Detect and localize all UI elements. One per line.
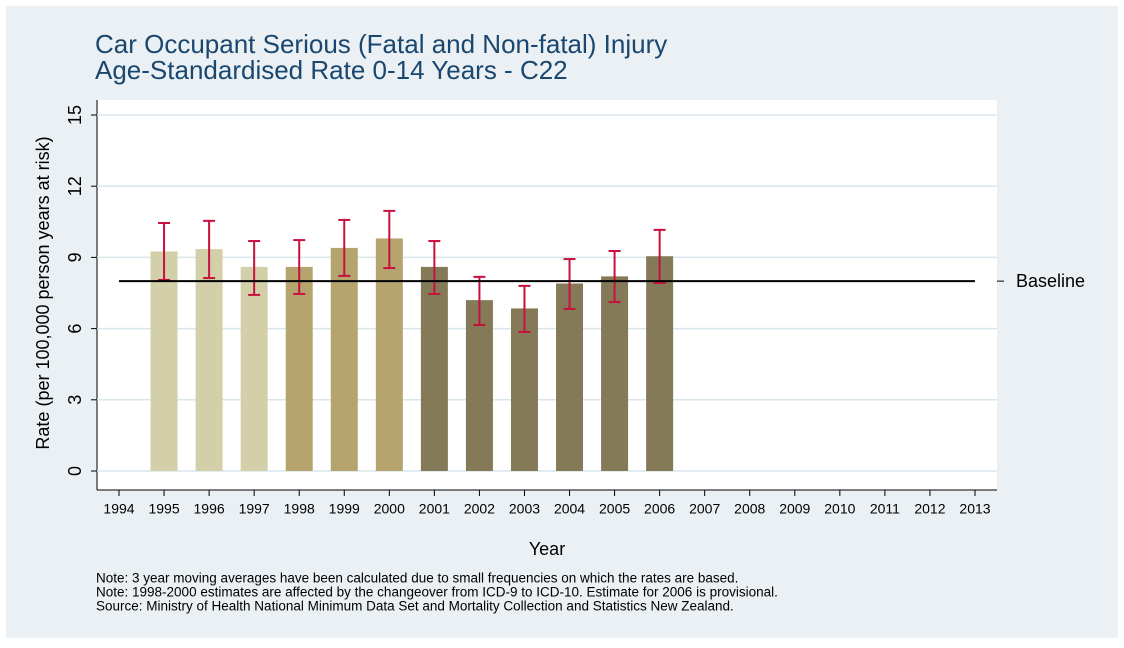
x-tick-label: 2005 bbox=[599, 501, 630, 517]
error-bar bbox=[383, 209, 396, 270]
x-tick-label: 1998 bbox=[284, 501, 315, 517]
note: Source: Ministry of Health National Mini… bbox=[96, 599, 734, 614]
x-tick-label: 2011 bbox=[870, 501, 900, 517]
x-tick-label: 2000 bbox=[374, 501, 405, 517]
baseline-label: Baseline bbox=[1016, 271, 1085, 291]
x-tick-label: 2009 bbox=[779, 501, 810, 517]
bar bbox=[150, 251, 178, 471]
bar bbox=[195, 249, 223, 471]
error-bar bbox=[248, 240, 261, 296]
y-tick-label: 6 bbox=[65, 324, 85, 334]
bar bbox=[285, 266, 313, 471]
bar bbox=[330, 247, 358, 471]
error-bar bbox=[158, 221, 171, 281]
x-tick-label: 1995 bbox=[148, 501, 179, 517]
x-tick-label: 2013 bbox=[959, 501, 990, 517]
chart-title: Car Occupant Serious (Fatal and Non-fata… bbox=[95, 29, 667, 59]
y-tick-label: 9 bbox=[65, 252, 85, 262]
y-tick-label: 0 bbox=[65, 466, 85, 476]
x-tick-label: 2002 bbox=[464, 501, 495, 517]
error-bar bbox=[203, 219, 216, 280]
error-bar bbox=[473, 275, 486, 327]
x-axis-title: Year bbox=[529, 539, 565, 559]
bar bbox=[646, 256, 674, 471]
bar bbox=[375, 238, 403, 471]
x-tick-label: 1996 bbox=[194, 501, 225, 517]
x-tick-label: 2001 bbox=[419, 501, 450, 517]
y-tick-label: 15 bbox=[65, 105, 85, 125]
x-tick-label: 2006 bbox=[644, 501, 675, 517]
x-tick-label: 2008 bbox=[734, 501, 765, 517]
x-tick-label: 2004 bbox=[554, 501, 585, 517]
bar bbox=[465, 300, 493, 471]
note: Note: 3 year moving averages have been c… bbox=[96, 571, 738, 586]
x-tick-label: 1997 bbox=[239, 501, 270, 517]
x-tick-label: 1994 bbox=[103, 501, 134, 517]
bar bbox=[420, 266, 448, 471]
y-tick-label: 3 bbox=[65, 395, 85, 405]
y-tick-label: 12 bbox=[65, 176, 85, 196]
bar bbox=[601, 276, 629, 471]
plot-area bbox=[97, 100, 997, 490]
x-tick-label: 1999 bbox=[329, 501, 360, 517]
bar bbox=[510, 308, 538, 471]
x-tick-label: 2007 bbox=[689, 501, 720, 517]
error-bar bbox=[338, 218, 351, 277]
bar bbox=[556, 283, 584, 471]
y-axis-title: Rate (per 100,000 person years at risk) bbox=[33, 136, 53, 449]
error-bar bbox=[563, 258, 576, 310]
error-bar bbox=[518, 284, 531, 333]
error-bar bbox=[653, 228, 666, 285]
x-tick-label: 2010 bbox=[824, 501, 855, 517]
x-tick-label: 2012 bbox=[914, 501, 945, 517]
note: Note: 1998-2000 estimates are affected b… bbox=[96, 585, 778, 600]
error-bar bbox=[293, 239, 306, 295]
bar bbox=[240, 266, 268, 471]
x-tick-label: 2003 bbox=[509, 501, 540, 517]
error-bar bbox=[428, 240, 441, 295]
error-bar bbox=[608, 249, 621, 304]
chart-title: Age-Standardised Rate 0-14 Years - C22 bbox=[95, 55, 568, 85]
